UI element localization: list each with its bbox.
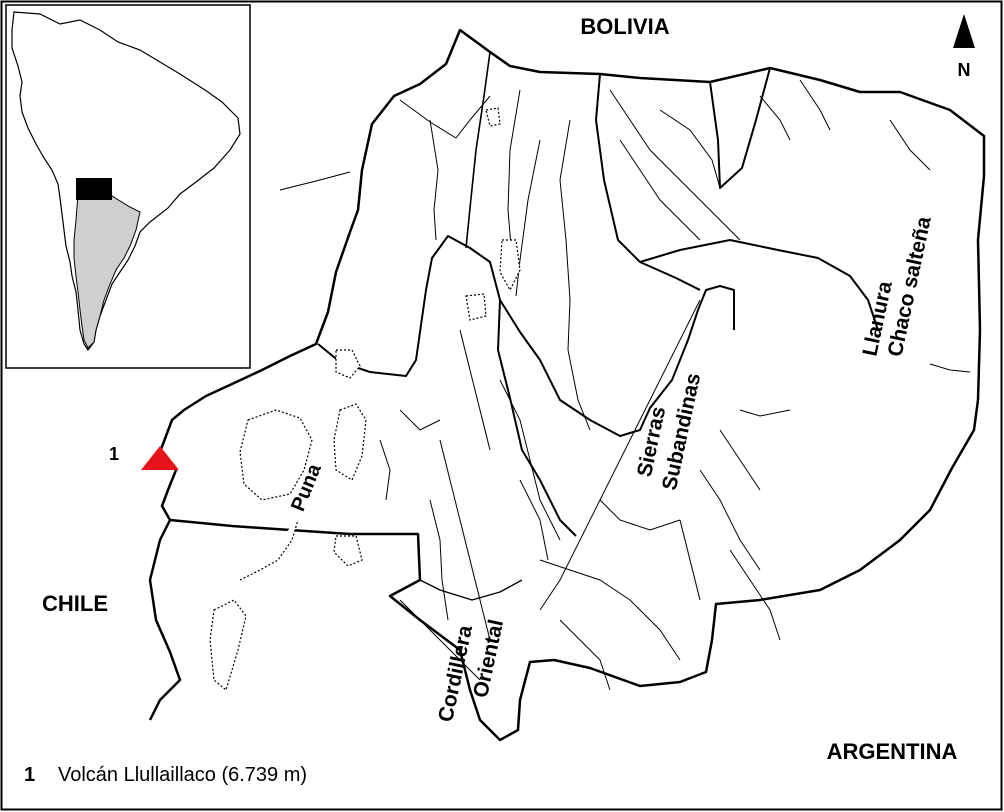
rivers: [279, 79, 971, 691]
north-arrow-icon: N: [953, 14, 975, 80]
legend-text: Volcán Llullaillaco (6.739 m): [58, 764, 307, 786]
legend-number: 1: [24, 764, 35, 786]
north-label: N: [958, 60, 971, 80]
study-area-box: [76, 178, 112, 200]
legend: 1 Volcán Llullaillaco (6.739 m): [24, 764, 307, 786]
country-label-bolivia: BOLIVIA: [580, 14, 669, 39]
inset-map: [5, 4, 251, 369]
argentina-shaded: [73, 193, 141, 349]
country-label-argentina: ARGENTINA: [827, 739, 958, 764]
province-boundary: [148, 28, 986, 742]
salt-flats: [209, 107, 521, 692]
volcano-number: 1: [109, 444, 119, 464]
triangle-marker-icon: [141, 446, 179, 470]
volcano-marker: 1: [109, 444, 179, 470]
country-label-chile: CHILE: [42, 591, 108, 616]
